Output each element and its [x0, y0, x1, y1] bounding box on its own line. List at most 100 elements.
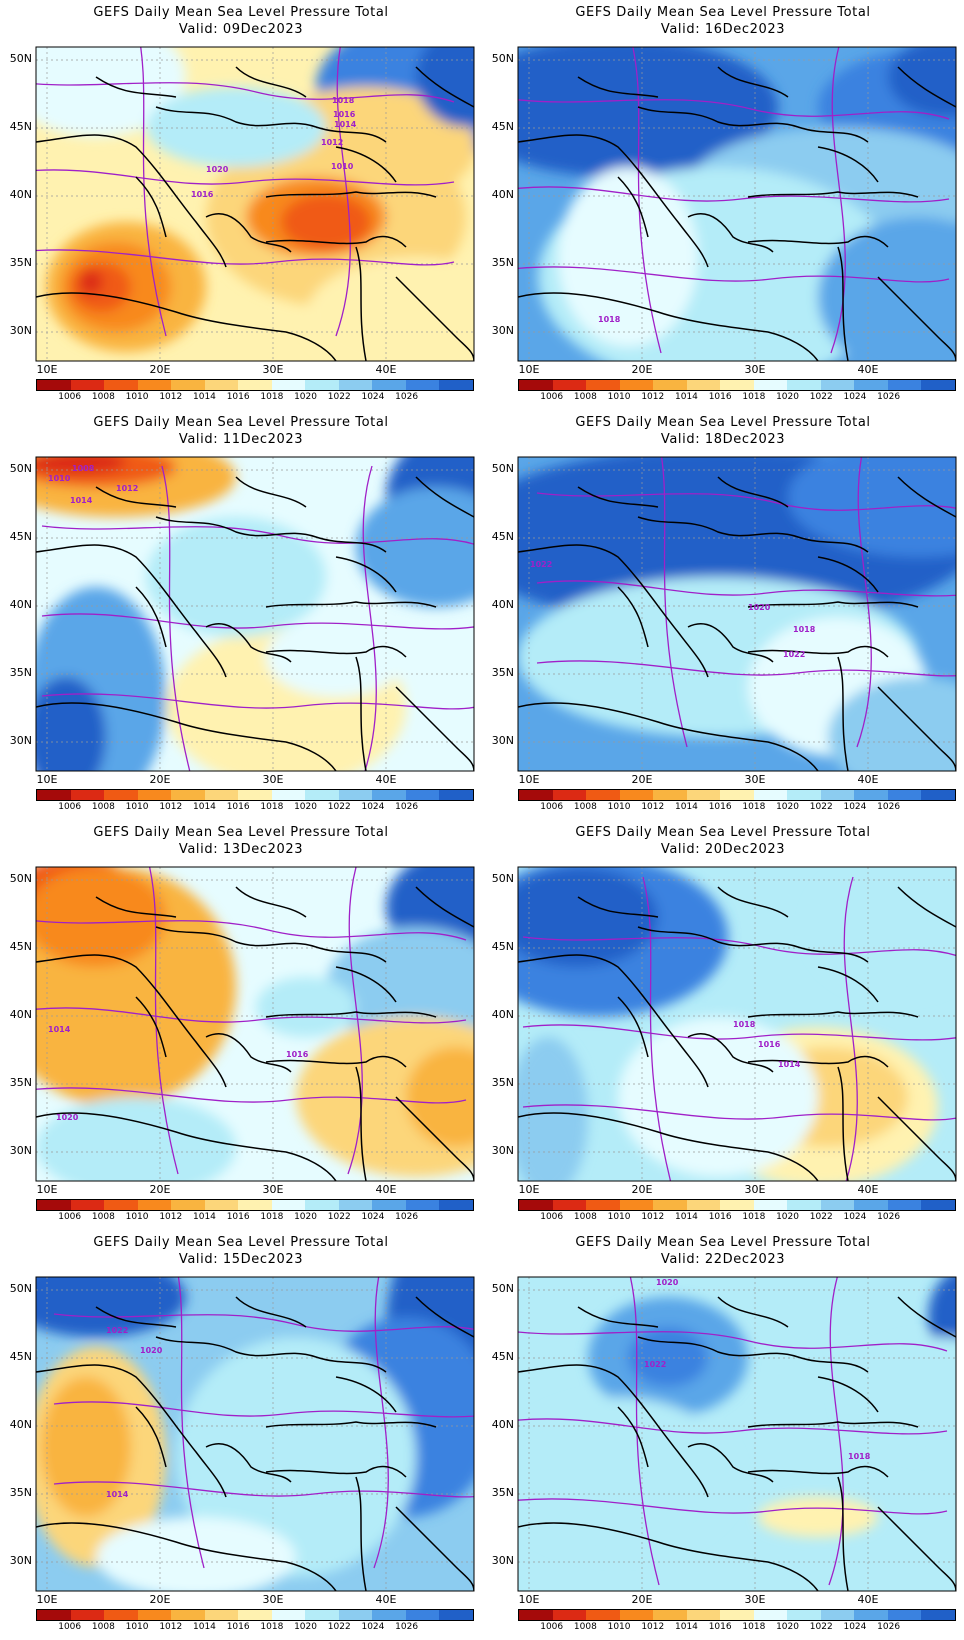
- longitude-label: 20E: [149, 363, 171, 376]
- map-frame: [517, 1276, 957, 1592]
- colorbar-swatch: [372, 1200, 406, 1210]
- colorbar-swatch: [171, 380, 205, 390]
- isobar-line: [36, 1087, 467, 1104]
- pressure-colorbar: [518, 379, 956, 391]
- coastline: [205, 1033, 292, 1073]
- colorbar-level-label: 1018: [742, 802, 766, 812]
- colorbar-level-label: 1010: [125, 1212, 149, 1222]
- map-panel-09dec: GEFS Daily Mean Sea Level Pressure Total…: [0, 0, 482, 410]
- contour-label: 1018: [332, 96, 355, 105]
- colorbar-swatch: [820, 380, 855, 390]
- contour-label: 1018: [848, 1452, 871, 1461]
- colorbar-swatch: [854, 380, 888, 390]
- colorbar-swatch: [305, 1200, 339, 1210]
- colorbar-swatch: [271, 380, 306, 390]
- colorbar-level-label: 1008: [573, 1622, 597, 1632]
- coastline: [235, 886, 307, 918]
- pressure-region: [256, 977, 356, 1037]
- isobar-line: [53, 1481, 474, 1498]
- isobar-line: [36, 82, 455, 103]
- colorbar-swatch: [439, 1610, 473, 1620]
- coastline: [687, 1033, 774, 1073]
- coastline: [415, 476, 474, 518]
- coastline: [747, 1011, 919, 1018]
- panel-title: GEFS Daily Mean Sea Level Pressure Total: [575, 825, 871, 840]
- colorbar-level-label: 1020: [776, 1212, 799, 1222]
- colorbar-level-label: 1024: [843, 802, 867, 812]
- pressure-region: [888, 47, 956, 117]
- contour-label: 1010: [331, 162, 354, 171]
- latitude-label: 50N: [9, 462, 32, 475]
- coastline: [518, 292, 819, 361]
- colorbar-swatch: [238, 1610, 272, 1620]
- coastline: [617, 996, 649, 1058]
- colorbar-level-label: 1006: [58, 802, 82, 812]
- colorbar-swatch: [586, 1610, 620, 1620]
- colorbar-level-label: 1014: [193, 1212, 216, 1222]
- colorbar-swatch: [552, 1200, 587, 1210]
- colorbar-level-label: 1016: [708, 392, 732, 402]
- isobar-line: [36, 169, 455, 186]
- longitude-label: 40E: [375, 1183, 397, 1196]
- colorbar-level-label: 1016: [226, 1212, 250, 1222]
- latitude-label: 30N: [9, 734, 32, 747]
- colorbar-swatch: [439, 790, 473, 800]
- coastline: [36, 1522, 337, 1591]
- coastline: [155, 1336, 387, 1373]
- colorbar-swatch: [305, 380, 339, 390]
- colorbar-level-label: 1006: [58, 1212, 82, 1222]
- colorbar-swatch: [519, 1200, 553, 1210]
- colorbar-swatch: [137, 790, 172, 800]
- coastline: [577, 896, 659, 918]
- latitude-label: 40N: [491, 1418, 514, 1431]
- pressure-region: [518, 1397, 738, 1557]
- longitude-label: 40E: [857, 1183, 879, 1196]
- pressure-region: [146, 87, 326, 167]
- pressure-region: [818, 217, 956, 361]
- colorbar-level-label: 1026: [395, 1622, 419, 1632]
- coastline: [155, 516, 387, 553]
- coastline: [415, 66, 474, 108]
- longitude-label: 10E: [36, 363, 58, 376]
- longitude-label: 30E: [262, 1593, 284, 1606]
- pressure-region: [838, 1337, 956, 1457]
- colorbar-level-label: 1020: [776, 392, 799, 402]
- colorbar-level-label: 1010: [125, 802, 149, 812]
- colorbar-swatch: [921, 380, 955, 390]
- colorbar-level-label: 1026: [877, 802, 901, 812]
- isobar-line: [522, 936, 956, 957]
- longitude-label: 40E: [857, 363, 879, 376]
- colorbar-level-label: 1014: [193, 392, 216, 402]
- longitude-label: 20E: [149, 1593, 171, 1606]
- colorbar-level-label: 1012: [641, 802, 665, 812]
- coastline: [687, 623, 774, 663]
- longitude-label: 30E: [262, 363, 284, 376]
- colorbar-swatch: [854, 1200, 888, 1210]
- coastline: [135, 586, 167, 648]
- isobar-line: [660, 457, 688, 748]
- coastline: [205, 213, 292, 253]
- colorbar-swatch: [753, 1610, 788, 1620]
- isobar-line: [362, 465, 377, 771]
- colorbar-level-label: 1024: [361, 802, 385, 812]
- colorbar-level-label: 1012: [159, 1622, 183, 1632]
- longitude-label: 20E: [631, 1593, 653, 1606]
- colorbar-level-label: 1020: [294, 802, 317, 812]
- contour-label: 1014: [334, 120, 357, 129]
- colorbar-swatch: [70, 1610, 105, 1620]
- latitude-label: 45N: [9, 120, 32, 133]
- panel-title: GEFS Daily Mean Sea Level Pressure Total: [93, 1235, 389, 1250]
- isobar-line: [335, 47, 351, 337]
- colorbar-swatch: [405, 380, 440, 390]
- coastline: [135, 996, 167, 1058]
- colorbar-level-label: 1014: [193, 802, 216, 812]
- latitude-label: 40N: [9, 1418, 32, 1431]
- latitude-label: 40N: [491, 1008, 514, 1021]
- pressure-region: [79, 270, 103, 294]
- latitude-label: 50N: [491, 872, 514, 885]
- colorbar-level-label: 1006: [540, 1212, 564, 1222]
- contour-label: 1018: [733, 1020, 756, 1029]
- colorbar-level-label: 1006: [540, 802, 564, 812]
- colorbar-swatch: [70, 1200, 105, 1210]
